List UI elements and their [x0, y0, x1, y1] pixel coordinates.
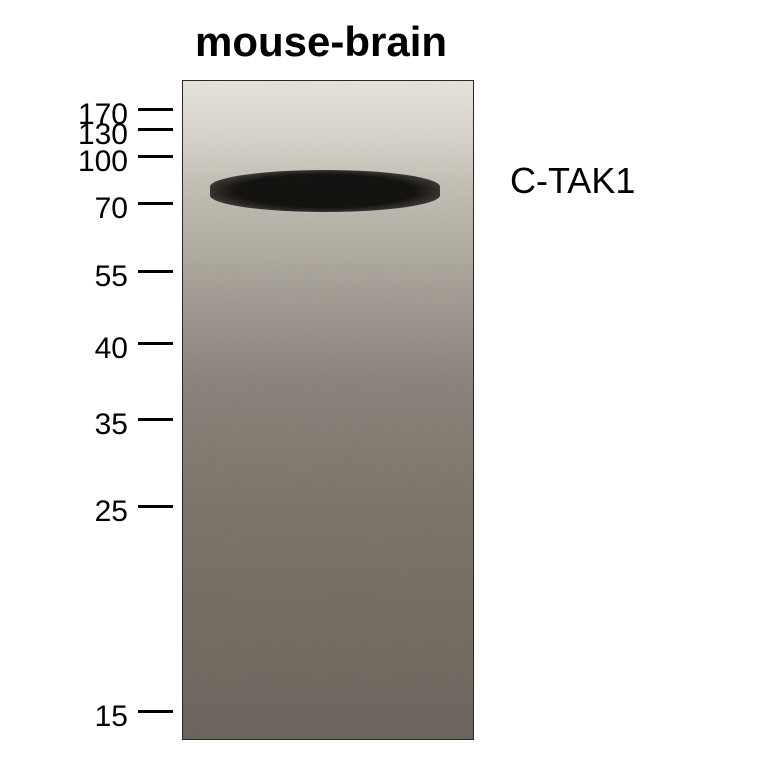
- marker-tick: [138, 108, 173, 111]
- marker-label: 25: [68, 495, 128, 529]
- marker-tick: [138, 710, 173, 713]
- marker-tick: [138, 418, 173, 421]
- marker-label: 35: [68, 408, 128, 442]
- blot-figure: mouse-brain 170130100705540352515 C-TAK1: [0, 0, 764, 764]
- marker-label: 55: [68, 260, 128, 294]
- protein-band: [210, 170, 440, 212]
- marker-tick: [138, 505, 173, 508]
- marker-tick: [138, 342, 173, 345]
- marker-label: 100: [68, 145, 128, 179]
- sample-label: mouse-brain: [195, 18, 447, 66]
- marker-tick: [138, 128, 173, 131]
- protein-label: C-TAK1: [510, 160, 635, 202]
- marker-tick: [138, 270, 173, 273]
- marker-tick: [138, 155, 173, 158]
- marker-tick: [138, 202, 173, 205]
- marker-label: 70: [68, 192, 128, 226]
- marker-label: 15: [68, 700, 128, 734]
- marker-label: 40: [68, 332, 128, 366]
